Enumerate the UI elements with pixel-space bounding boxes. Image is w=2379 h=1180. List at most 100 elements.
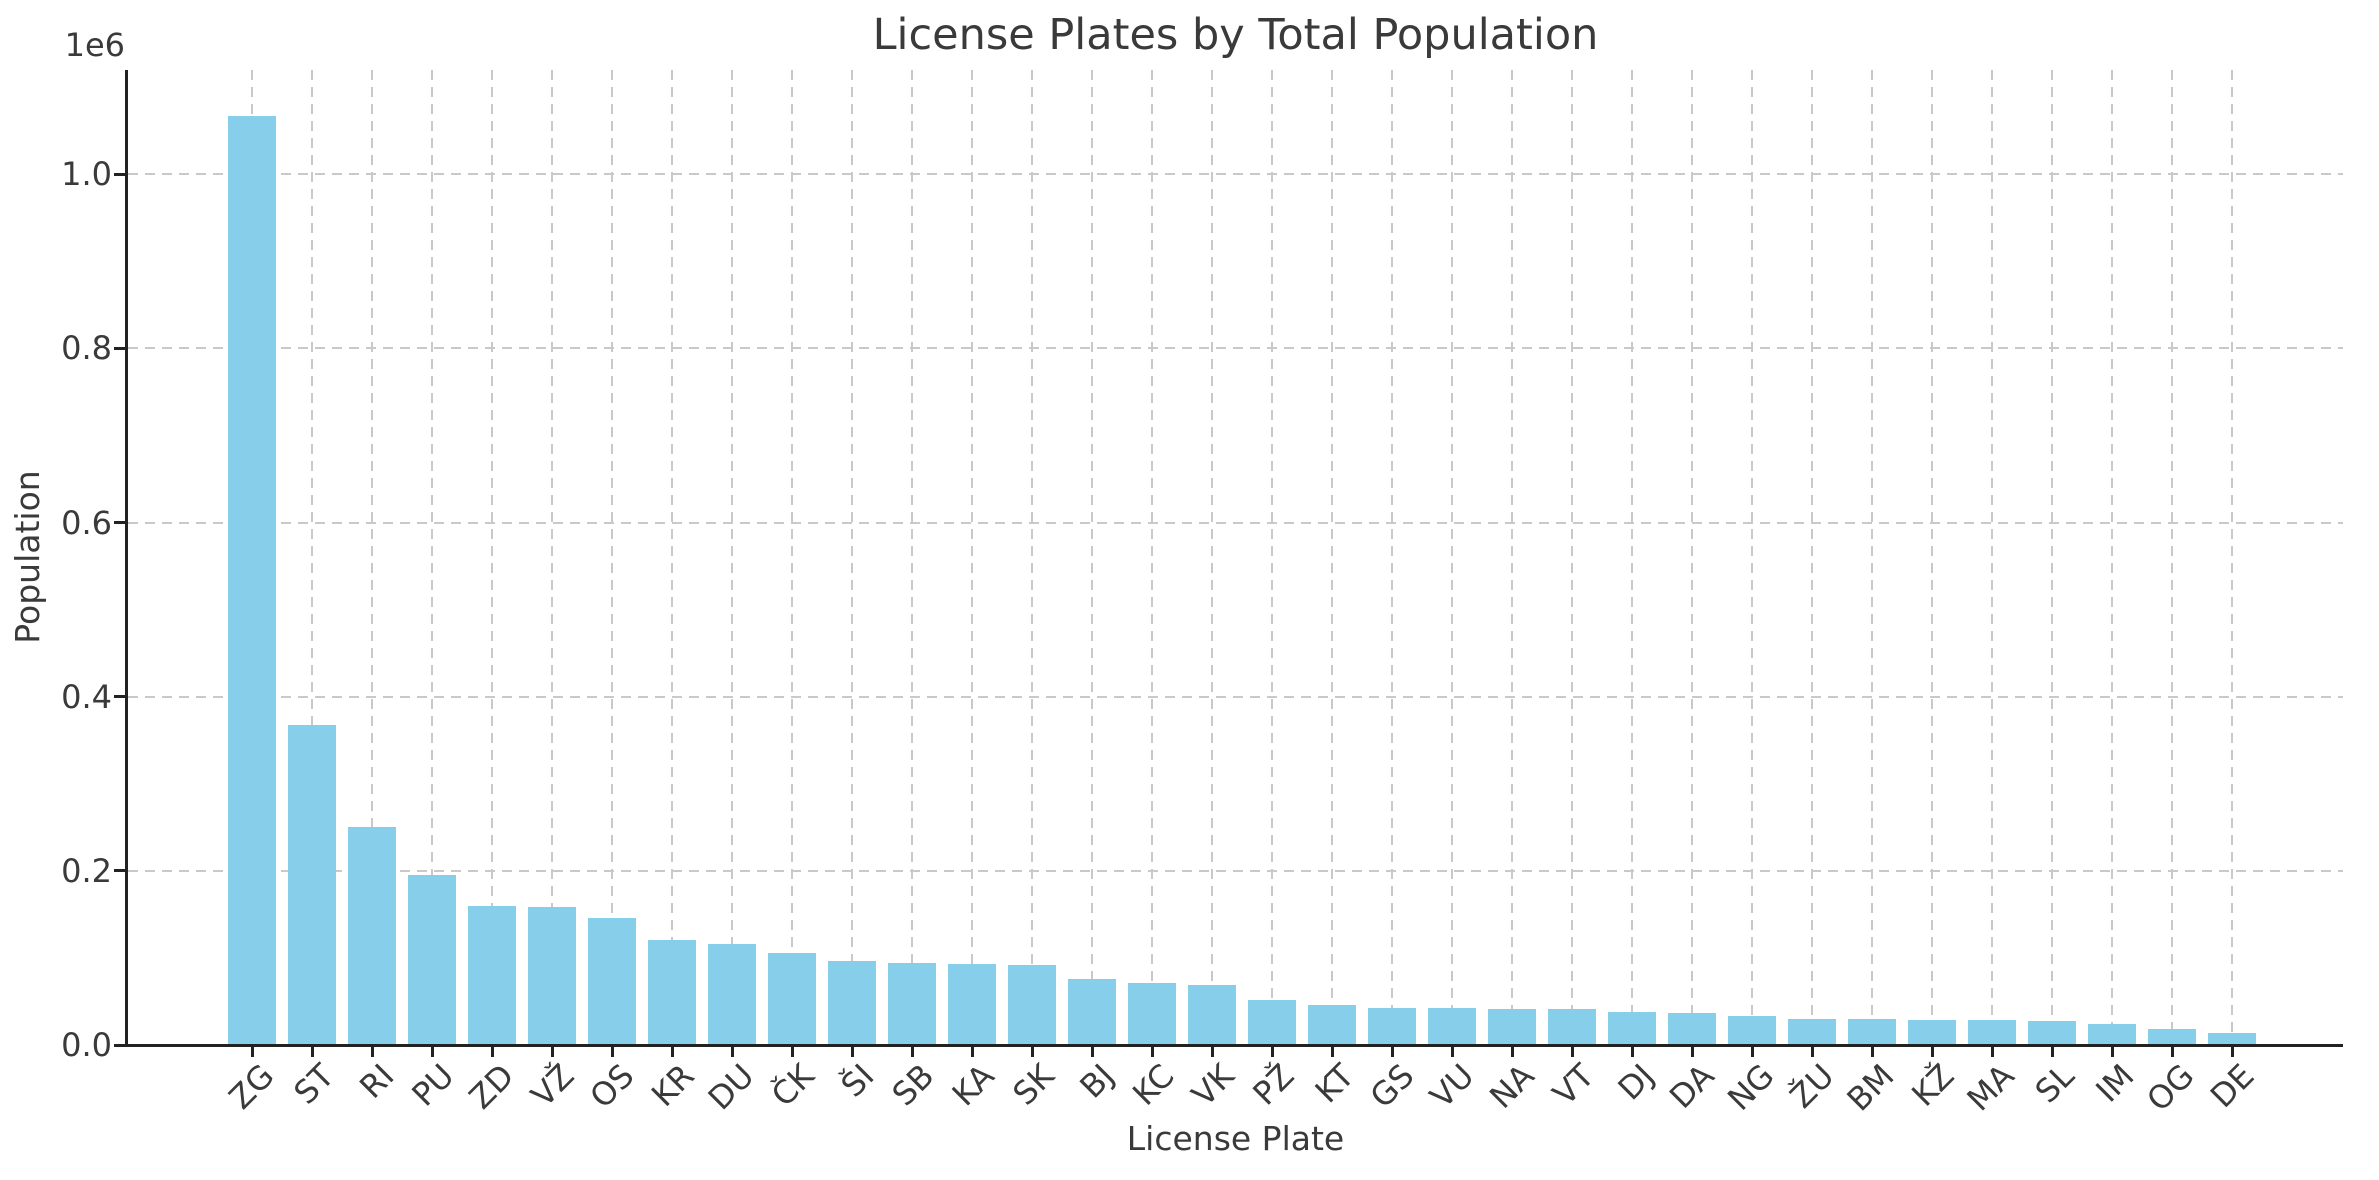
grid-line-vertical xyxy=(1391,70,1393,1045)
bar-RI xyxy=(348,827,396,1045)
x-tick xyxy=(670,1047,674,1057)
x-tick xyxy=(1990,1047,1994,1057)
grid-line-vertical xyxy=(431,70,433,1045)
x-tick xyxy=(1630,1047,1634,1057)
grid-line-vertical xyxy=(731,70,733,1045)
grid-line-vertical xyxy=(1511,70,1513,1045)
bar-VU xyxy=(1428,1008,1476,1045)
bar-SL xyxy=(2028,1021,2076,1045)
bar-ČK xyxy=(768,952,816,1045)
grid-line-vertical xyxy=(1211,70,1213,1045)
bar-SB xyxy=(888,963,936,1045)
bar-DA xyxy=(1668,1013,1716,1045)
grid-line-vertical xyxy=(1571,70,1573,1045)
grid-line-vertical xyxy=(2111,70,2113,1045)
grid-line-vertical xyxy=(551,70,553,1045)
x-tick xyxy=(1870,1047,1874,1057)
bar-KT xyxy=(1308,1004,1356,1045)
grid-line-vertical xyxy=(851,70,853,1045)
grid-line-vertical xyxy=(1331,70,1333,1045)
grid-line-vertical xyxy=(911,70,913,1045)
x-tick xyxy=(1930,1047,1934,1057)
grid-line-vertical xyxy=(671,70,673,1045)
x-tick xyxy=(310,1047,314,1057)
grid-line-vertical xyxy=(1151,70,1153,1045)
y-tick xyxy=(114,172,125,176)
x-tick xyxy=(1270,1047,1274,1057)
y-axis-offset-label: 1e6 xyxy=(64,26,125,64)
bar-DU xyxy=(708,944,756,1045)
grid-line-horizontal xyxy=(128,347,2343,350)
x-tick xyxy=(550,1047,554,1057)
x-tick xyxy=(610,1047,614,1057)
y-tick xyxy=(114,695,125,699)
y-tick xyxy=(114,346,125,350)
bar-SK xyxy=(1008,965,1056,1045)
bar-DE xyxy=(2208,1032,2256,1045)
bar-ZG xyxy=(228,115,276,1045)
y-axis-spine xyxy=(125,70,128,1047)
x-tick xyxy=(1090,1047,1094,1057)
x-tick xyxy=(2050,1047,2054,1057)
x-tick xyxy=(2230,1047,2234,1057)
x-tick xyxy=(250,1047,254,1057)
bar-BM xyxy=(1848,1018,1896,1045)
bar-ST xyxy=(288,724,336,1045)
grid-line-vertical xyxy=(2231,70,2233,1045)
x-tick xyxy=(910,1047,914,1057)
grid-line-horizontal xyxy=(128,173,2343,176)
x-tick xyxy=(1210,1047,1214,1057)
x-tick xyxy=(1390,1047,1394,1057)
bar-ZD xyxy=(468,905,516,1045)
bar-VK xyxy=(1188,985,1236,1045)
x-tick xyxy=(1330,1047,1334,1057)
y-tick xyxy=(114,1043,125,1047)
grid-line-vertical xyxy=(1451,70,1453,1045)
y-tick-label-0.8: 0.8 xyxy=(61,329,112,368)
bar-GS xyxy=(1368,1008,1416,1045)
bar-NG xyxy=(1728,1015,1776,1045)
bar-OG xyxy=(2148,1029,2196,1045)
x-tick xyxy=(490,1047,494,1057)
grid-line-vertical xyxy=(371,70,373,1045)
y-tick-label-0.6: 0.6 xyxy=(61,503,112,542)
y-tick-label-0.2: 0.2 xyxy=(61,851,112,890)
x-tick xyxy=(1510,1047,1514,1057)
y-tick xyxy=(114,869,125,873)
grid-line-vertical xyxy=(1931,70,1933,1045)
bar-IM xyxy=(2088,1023,2136,1045)
grid-line-vertical xyxy=(491,70,493,1045)
bar-MA xyxy=(1968,1020,2016,1045)
x-axis-spine xyxy=(125,1044,2343,1047)
x-tick xyxy=(1690,1047,1694,1057)
grid-line-vertical xyxy=(1271,70,1273,1045)
x-tick xyxy=(1450,1047,1454,1057)
grid-line-vertical xyxy=(1091,70,1093,1045)
grid-line-horizontal xyxy=(128,869,2343,872)
bar-KŽ xyxy=(1908,1019,1956,1045)
x-tick xyxy=(430,1047,434,1057)
grid-line-vertical xyxy=(1031,70,1033,1045)
grid-line-vertical xyxy=(2051,70,2053,1045)
bar-VT xyxy=(1548,1008,1596,1045)
bar-PŽ xyxy=(1248,999,1296,1045)
grid-line-vertical xyxy=(2171,70,2173,1045)
bar-ŽU xyxy=(1788,1018,1836,1045)
x-tick xyxy=(730,1047,734,1057)
bar-KA xyxy=(948,963,996,1045)
grid-line-vertical xyxy=(971,70,973,1045)
x-tick xyxy=(1150,1047,1154,1057)
grid-line-vertical xyxy=(791,70,793,1045)
x-tick xyxy=(370,1047,374,1057)
x-tick xyxy=(1810,1047,1814,1057)
x-tick xyxy=(1750,1047,1754,1057)
grid-line-horizontal xyxy=(128,695,2343,698)
x-tick xyxy=(970,1047,974,1057)
grid-line-vertical xyxy=(311,70,313,1045)
grid-line-vertical xyxy=(1691,70,1693,1045)
grid-line-vertical xyxy=(1751,70,1753,1045)
x-axis-label: License Plate xyxy=(1126,1119,1345,1158)
x-tick xyxy=(1030,1047,1034,1057)
chart-title: License Plates by Total Population xyxy=(872,10,1599,60)
